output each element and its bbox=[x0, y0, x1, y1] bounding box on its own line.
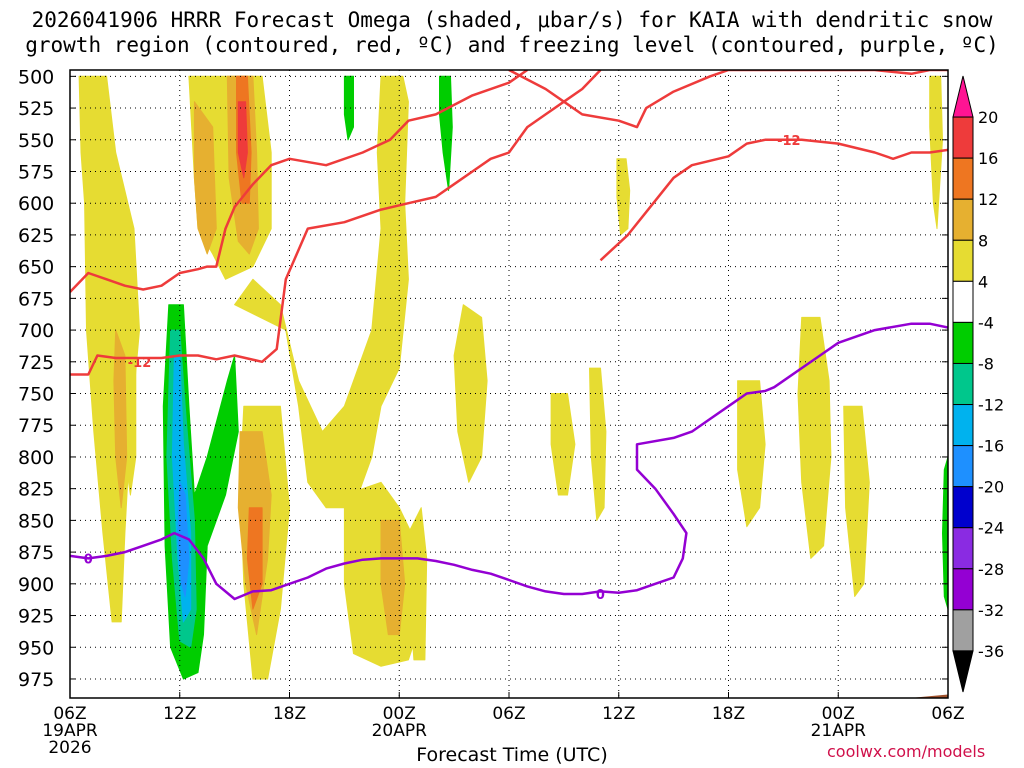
colorbar-bin-13 bbox=[952, 609, 974, 652]
x-tick-label-42-2: 21APR bbox=[811, 721, 867, 741]
y-tick-label-700: 700 bbox=[18, 320, 54, 342]
purple-contour-label-b: 0 bbox=[596, 588, 605, 603]
contour-lines: -12 -12 0 0 bbox=[70, 70, 948, 603]
red-contour-0 bbox=[70, 70, 602, 376]
colorbar-label-11: -28 bbox=[978, 560, 1004, 579]
x-tick-label-6-1: 12Z bbox=[163, 704, 196, 724]
x-tick-label-42-1: 00Z bbox=[822, 704, 855, 724]
y-tick-label-950: 950 bbox=[18, 637, 54, 659]
red-contour-1 bbox=[70, 70, 529, 293]
omega-region-3 bbox=[234, 75, 409, 509]
colorbar-label-10: -24 bbox=[978, 519, 1004, 538]
red-contour-label-b: -12 bbox=[777, 134, 801, 149]
y-tick-label-575: 575 bbox=[18, 161, 54, 183]
colorbar-label-0: 20 bbox=[978, 108, 998, 127]
omega-region-13 bbox=[843, 405, 870, 597]
colorbar-label-4: 4 bbox=[978, 272, 988, 291]
red-contour-label-a: -12 bbox=[128, 356, 152, 371]
colorbar-label-9: -20 bbox=[978, 478, 1004, 497]
colorbar-label-7: -12 bbox=[978, 396, 1004, 415]
colorbar-bin-3 bbox=[952, 198, 974, 241]
omega-region-0 bbox=[78, 75, 140, 623]
ground-terrain bbox=[910, 694, 948, 698]
y-tick-label-675: 675 bbox=[18, 288, 54, 310]
x-tick-label-48-1: 06Z bbox=[931, 704, 964, 724]
colorbar-label-6: -8 bbox=[978, 354, 994, 373]
colorbar-bin-7 bbox=[952, 362, 974, 406]
x-tick-label-24-1: 06Z bbox=[492, 704, 525, 724]
colorbar-label-13: -36 bbox=[978, 642, 1004, 661]
colorbar-bin-12 bbox=[952, 568, 974, 611]
chart-title-line-1: 2026041906 HRRR Forecast Omega (shaded, … bbox=[31, 8, 993, 32]
ground-fill bbox=[910, 694, 948, 698]
y-tick-label-775: 775 bbox=[18, 415, 54, 437]
colorbar-bin-8 bbox=[952, 404, 974, 447]
colorbar-label-2: 12 bbox=[978, 190, 998, 209]
x-tick-label-0-2: 19APR bbox=[42, 721, 98, 741]
y-tick-label-875: 875 bbox=[18, 542, 54, 564]
purple-contour-0 bbox=[70, 322, 948, 601]
colorbar-label-1: 16 bbox=[978, 149, 998, 168]
y-tick-label-850: 850 bbox=[18, 510, 54, 532]
x-tick-label-18-2: 20APR bbox=[372, 721, 428, 741]
y-tick-label-800: 800 bbox=[18, 447, 54, 469]
x-tick-label-0-3: 2026 bbox=[48, 738, 91, 758]
omega-region-26 bbox=[942, 456, 948, 610]
y-tick-label-650: 650 bbox=[18, 257, 54, 279]
omega-region-9 bbox=[616, 158, 631, 236]
colorbar-bin-1 bbox=[952, 116, 974, 159]
y-axis: 500 525 550 575 600 625 650 675 700 725 750 775 800 8… bbox=[18, 66, 948, 691]
y-tick-label-625: 625 bbox=[18, 225, 54, 247]
watermark: coolwx.com/models bbox=[827, 742, 986, 761]
chart-title-line-2: growth region (contoured, red, ºC) and f… bbox=[25, 33, 999, 57]
omega-region-12 bbox=[797, 316, 832, 559]
omega-region-6 bbox=[407, 507, 428, 661]
colorbar-bin-9 bbox=[952, 445, 974, 488]
omega-shading bbox=[78, 75, 948, 680]
colorbar-bin-5 bbox=[952, 280, 974, 323]
colorbar: 20 16 12 8 4 -4 -8 -12 -16 -20 -24 -28 -32 -36 bbox=[952, 75, 1004, 693]
y-tick-label-550: 550 bbox=[18, 130, 54, 152]
y-tick-label-900: 900 bbox=[18, 574, 54, 596]
x-tick-label-36-1: 18Z bbox=[712, 704, 745, 724]
y-tick-label-600: 600 bbox=[18, 193, 54, 215]
red-contour-3 bbox=[508, 70, 948, 129]
colorbar-label-12: -32 bbox=[978, 601, 1004, 620]
x-tick-label-30-1: 12Z bbox=[602, 704, 635, 724]
colorbar-label-8: -16 bbox=[978, 437, 1004, 456]
colorbar-label-3: 8 bbox=[978, 231, 988, 250]
y-tick-label-725: 725 bbox=[18, 352, 54, 374]
y-tick-label-500: 500 bbox=[18, 66, 54, 88]
omega-region-24 bbox=[343, 75, 354, 141]
colorbar-bin-0 bbox=[952, 75, 974, 118]
colorbar-bin-2 bbox=[952, 157, 974, 200]
x-tick-label-0-1: 06Z bbox=[53, 704, 86, 724]
omega-region-11 bbox=[737, 380, 766, 528]
colorbar-bin-6 bbox=[952, 321, 974, 364]
omega-region-29 bbox=[177, 481, 190, 597]
y-tick-label-525: 525 bbox=[18, 98, 54, 120]
y-tick-label-925: 925 bbox=[18, 606, 54, 628]
y-tick-label-750: 750 bbox=[18, 384, 54, 406]
omega-region-8 bbox=[550, 393, 576, 496]
colorbar-bin-10 bbox=[952, 486, 974, 529]
colorbar-label-5: -4 bbox=[978, 313, 994, 332]
x-tick-label-12-1: 18Z bbox=[273, 704, 306, 724]
colorbar-bin-11 bbox=[952, 527, 974, 570]
omega-region-25 bbox=[439, 75, 453, 191]
colorbar-bin-4 bbox=[952, 239, 974, 282]
y-tick-label-825: 825 bbox=[18, 479, 54, 501]
omega-region-22 bbox=[237, 101, 248, 179]
omega-region-15 bbox=[113, 329, 128, 509]
x-axis-title: Forecast Time (UTC) bbox=[416, 744, 608, 766]
y-tick-label-975: 975 bbox=[18, 669, 54, 691]
omega-region-21 bbox=[246, 507, 263, 610]
red-contour-2 bbox=[599, 138, 948, 262]
purple-contour-label-a: 0 bbox=[84, 552, 93, 567]
x-tick-label-18-1: 00Z bbox=[383, 704, 416, 724]
omega-region-10 bbox=[589, 367, 607, 521]
colorbar-bin-14 bbox=[952, 650, 974, 693]
